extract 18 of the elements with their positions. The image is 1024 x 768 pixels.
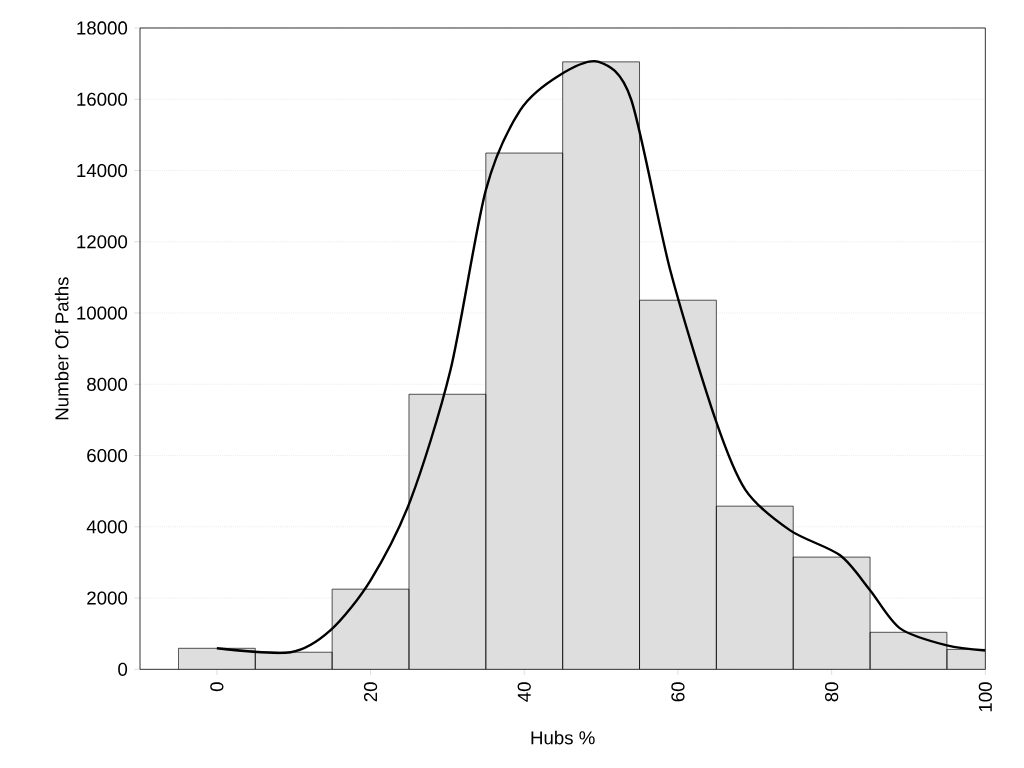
y-tick-label: 18000 [77, 21, 128, 35]
y-tick-label: 2000 [87, 591, 128, 605]
x-tick-label: 20 [363, 682, 378, 702]
x-axis-title: Hubs % [531, 730, 595, 745]
y-tick-label: 4000 [86, 520, 128, 534]
y-tick-label: 0 [118, 662, 128, 676]
x-tick-label: 80 [825, 682, 839, 702]
y-tick-label: 10000 [77, 306, 128, 320]
y-axis-title: Number Of Paths [54, 277, 69, 420]
x-tick-label: 60 [671, 682, 685, 702]
y-tick-label: 8000 [87, 377, 128, 391]
y-tick-label: 12000 [77, 235, 128, 249]
y-tick-label: 16000 [77, 92, 128, 106]
x-tick-label: 0 [210, 682, 224, 692]
y-tick-label: 14000 [77, 163, 128, 178]
x-tick-label: 40 [517, 682, 531, 702]
x-tick-label: 100 [978, 682, 992, 712]
y-tick-label: 6000 [87, 448, 128, 463]
